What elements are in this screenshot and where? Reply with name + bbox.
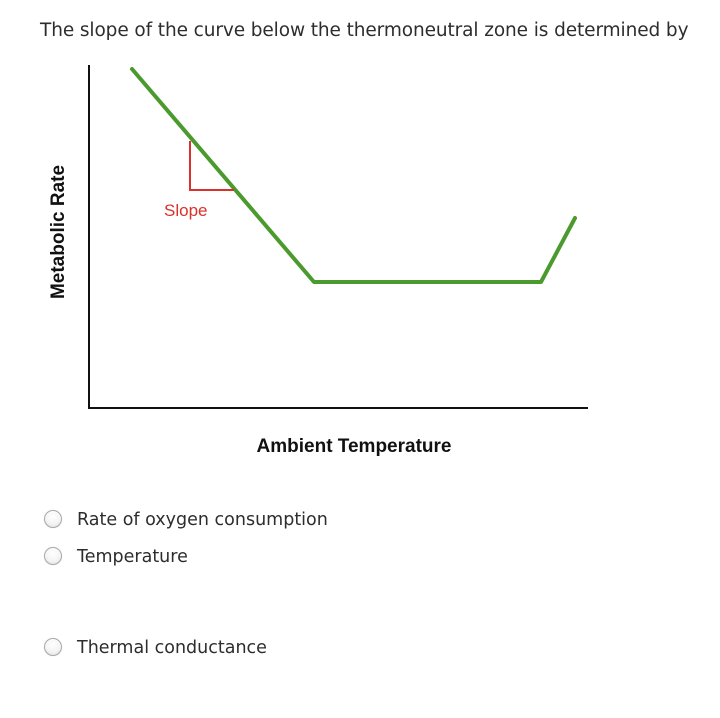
metabolic-curve [130, 67, 577, 284]
y-axis-label: Metabolic Rate [48, 165, 69, 299]
option-label: Temperature [77, 547, 188, 567]
radio-button[interactable] [44, 638, 62, 656]
slope-marker [189, 141, 234, 191]
question-text: The slope of the curve below the thermon… [40, 20, 689, 41]
option-label: Rate of oxygen consumption [77, 510, 328, 530]
radio-button[interactable] [44, 547, 62, 565]
option-label: Thermal conductance [77, 638, 267, 658]
slope-label: Slope [164, 201, 207, 220]
radio-button[interactable] [44, 510, 62, 528]
x-axis-label: Ambient Temperature [257, 436, 452, 457]
metabolic-rate-figure: Slope Ambient Temperature Metabolic Rate [48, 65, 588, 457]
